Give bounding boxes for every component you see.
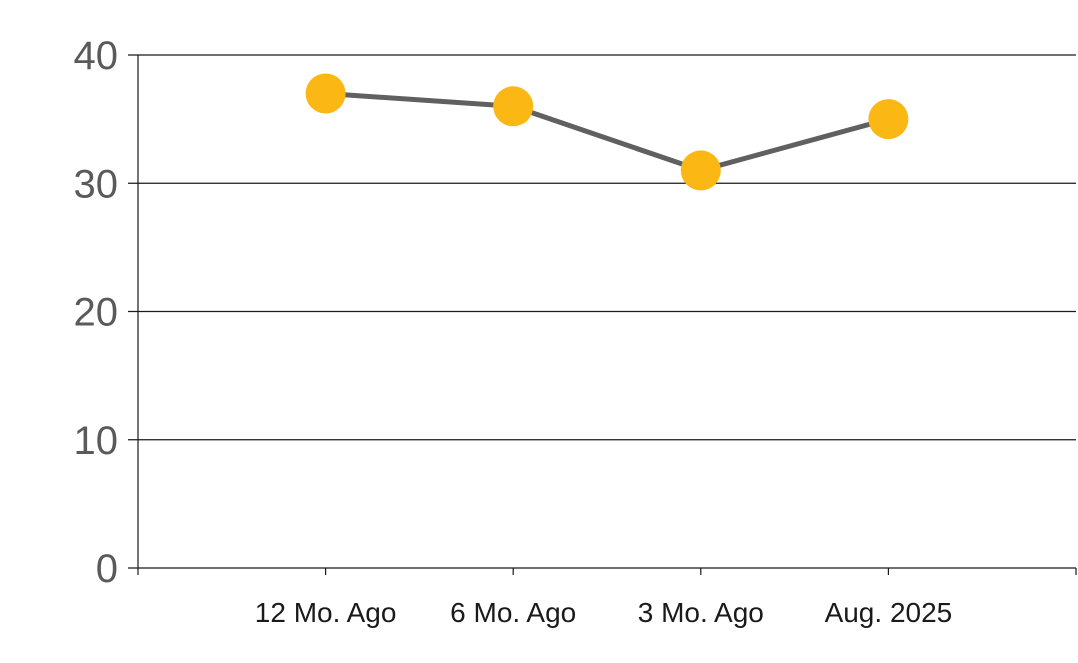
series-group <box>305 73 909 191</box>
x-tick-label: 6 Mo. Ago <box>450 597 576 628</box>
x-tick-label: 12 Mo. Ago <box>255 597 397 628</box>
y-tick-label: 20 <box>74 291 119 335</box>
x-axis-tick-labels: 12 Mo. Ago 6 Mo. Ago 3 Mo. Ago Aug. 2025 <box>255 597 952 628</box>
data-point <box>868 99 909 140</box>
y-axis-tick-labels: 0 10 20 30 40 <box>74 34 119 591</box>
series-line <box>323 90 891 173</box>
x-tick-label: 3 Mo. Ago <box>638 597 764 628</box>
data-point <box>493 86 534 127</box>
data-point <box>680 150 721 191</box>
x-axis <box>128 55 1077 575</box>
y-tick-label: 40 <box>74 34 119 78</box>
x-tick-label: Aug. 2025 <box>825 597 953 628</box>
data-point <box>305 73 346 114</box>
y-tick-label: 30 <box>74 162 119 206</box>
gridlines <box>128 54 1076 441</box>
y-tick-label: 10 <box>74 419 119 463</box>
y-tick-label: 0 <box>96 547 118 591</box>
